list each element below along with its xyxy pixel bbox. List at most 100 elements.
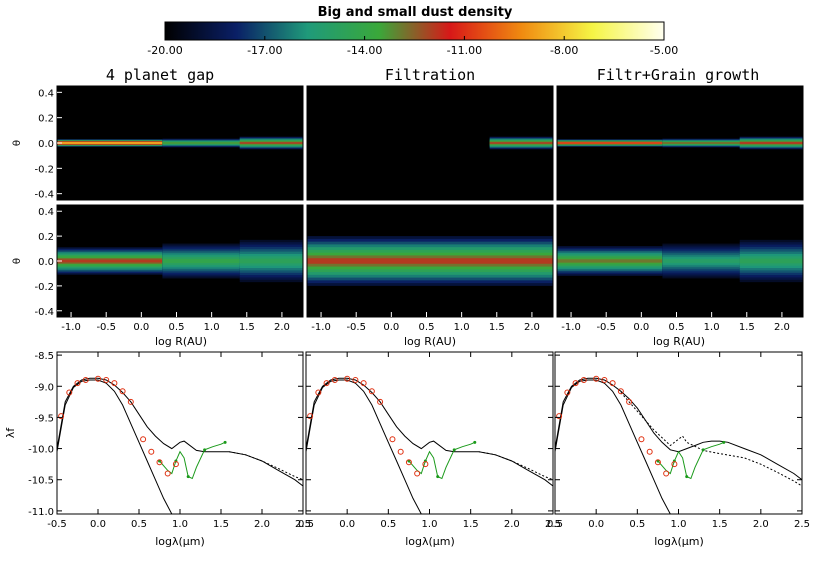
sed-data-marker bbox=[140, 436, 147, 443]
sed-x-tick-label: 1.0 bbox=[671, 519, 687, 530]
sed-plot-area bbox=[555, 375, 802, 514]
sed-data-marker bbox=[360, 380, 367, 387]
r-tick-label: -1.0 bbox=[561, 322, 581, 333]
sed-data-marker bbox=[58, 413, 65, 420]
colorbar-tick-label: -5.00 bbox=[650, 44, 678, 57]
density-heatmap-5 bbox=[307, 205, 553, 317]
density-zone bbox=[557, 142, 663, 144]
sed-x-tick-label: 1.0 bbox=[422, 519, 438, 530]
sed-data-marker bbox=[572, 380, 579, 387]
panel-frame bbox=[306, 204, 554, 318]
sed-x-tick-label: 0.5 bbox=[380, 519, 396, 530]
sed-y-tick-label: -9.5 bbox=[34, 413, 54, 424]
sed-data-marker bbox=[609, 380, 616, 387]
sed-series-line bbox=[57, 379, 173, 514]
sed-x-tick-label: 1.5 bbox=[712, 519, 728, 530]
sed-series-line bbox=[555, 379, 671, 514]
sed-x-tick-label: 2.5 bbox=[794, 519, 810, 530]
sed-data-marker bbox=[66, 389, 73, 396]
sed-frame bbox=[305, 351, 554, 515]
panel-title-1: 4 planet gap bbox=[106, 66, 214, 84]
sed-frame bbox=[554, 351, 803, 515]
sed-x-tick-label: 1.5 bbox=[463, 519, 479, 530]
colorbar-tick-label: -17.00 bbox=[247, 44, 282, 57]
panel-title-2: Filtration bbox=[385, 66, 475, 84]
colorbar bbox=[164, 21, 665, 41]
sed-panel-1: -8.5 -9.0 -9.5 -10.0 -10.5 -11.0-0.5 0.0 0.5 1.0… bbox=[28, 351, 311, 530]
sed-x-tick-label: 0.0 bbox=[90, 519, 106, 530]
sed-x-tick-label: 1.5 bbox=[213, 519, 229, 530]
sed-series-point bbox=[223, 440, 227, 444]
sed-series-point bbox=[685, 475, 689, 479]
panel-title-3: Filtr+Grain growth bbox=[597, 66, 760, 84]
sed-data-marker bbox=[172, 461, 179, 468]
sed-xlabel-1: logλ(μm) bbox=[155, 535, 205, 548]
sed-series-line bbox=[478, 451, 553, 481]
theta-tick-label: 0.4 bbox=[38, 88, 54, 99]
sed-xlabel-3: logλ(μm) bbox=[654, 535, 704, 548]
density-zone bbox=[662, 142, 740, 144]
sed-data-marker bbox=[593, 375, 600, 382]
r-tick-label: -1.0 bbox=[61, 322, 81, 333]
sed-data-marker bbox=[74, 380, 81, 387]
r-tick-label: 1.5 bbox=[489, 322, 505, 333]
density-zone bbox=[239, 142, 303, 144]
r-tick-label: -0.5 bbox=[596, 322, 616, 333]
sed-x-tick-label: 0.5 bbox=[298, 519, 314, 530]
sed-xlabel-2: logλ(μm) bbox=[405, 535, 455, 548]
theta-tick-label: 0.0 bbox=[38, 257, 54, 268]
r-tick-label: 1.0 bbox=[704, 322, 720, 333]
r-label-2: log R(AU) bbox=[404, 335, 456, 348]
r-tick-label: 2.0 bbox=[774, 322, 790, 333]
density-zone bbox=[489, 142, 553, 144]
colorbar-title: Big and small dust density bbox=[318, 5, 513, 20]
r-tick-label: 2.0 bbox=[524, 322, 540, 333]
sed-data-marker bbox=[397, 448, 404, 455]
sed-data-marker bbox=[564, 389, 571, 396]
sed-series-line bbox=[229, 451, 303, 481]
density-axes: 0.4 0.2 0.0 -0.2 -0.4 θ 0.4 0.2 0.0 -0.2 -0.4 θ -1.0… bbox=[12, 85, 804, 333]
theta-tick-label: 0.0 bbox=[38, 139, 54, 150]
density-heatmap-3 bbox=[557, 86, 803, 200]
sed-data-marker bbox=[344, 375, 351, 382]
theta-axis-label: θ bbox=[12, 140, 23, 146]
theta-tick-label: -0.4 bbox=[34, 307, 54, 318]
density-zone bbox=[557, 259, 663, 263]
sed-y-tick-label: -11.0 bbox=[28, 507, 54, 518]
sed-series-line bbox=[620, 392, 802, 487]
sed-series-point bbox=[452, 448, 456, 452]
sed-data-marker bbox=[414, 470, 421, 477]
sed-data-marker bbox=[323, 380, 330, 387]
sed-x-tick-label: 1.0 bbox=[172, 519, 188, 530]
sed-data-marker bbox=[156, 459, 163, 466]
r-tick-label: 0.5 bbox=[419, 322, 435, 333]
r-tick-label: -0.5 bbox=[96, 322, 116, 333]
r-tick-label: 1.5 bbox=[239, 322, 255, 333]
sed-x-tick-label: 0.0 bbox=[339, 519, 355, 530]
sed-data-marker bbox=[405, 459, 412, 466]
sed-data-marker bbox=[95, 375, 101, 382]
density-heatmap-4 bbox=[57, 205, 303, 317]
density-heatmap-2 bbox=[307, 86, 553, 200]
r-tick-label: -1.0 bbox=[311, 322, 331, 333]
density-zone bbox=[739, 142, 803, 144]
panel-frame bbox=[556, 85, 804, 201]
sed-data-marker bbox=[368, 388, 375, 395]
theta-axis-label: θ bbox=[12, 258, 23, 264]
density-zone bbox=[162, 259, 240, 263]
sed-data-marker bbox=[148, 448, 155, 455]
sed-y-tick-label: -8.5 bbox=[34, 351, 54, 362]
sed-data-marker bbox=[331, 377, 338, 384]
sed-data-marker bbox=[119, 388, 126, 395]
sed-x-tick-label: 2.0 bbox=[254, 519, 270, 530]
colorbar-tick-label: -11.00 bbox=[447, 44, 482, 57]
density-panels bbox=[57, 86, 803, 317]
sed-plot-area bbox=[306, 375, 553, 514]
sed-data-marker bbox=[377, 398, 384, 405]
sed-data-marker bbox=[352, 377, 359, 384]
sed-data-marker bbox=[389, 436, 396, 443]
colorbar-tick-label: -8.00 bbox=[550, 44, 578, 57]
sed-data-marker bbox=[638, 436, 645, 443]
sed-data-marker bbox=[654, 459, 661, 466]
theta-tick-label: 0.2 bbox=[38, 114, 54, 125]
